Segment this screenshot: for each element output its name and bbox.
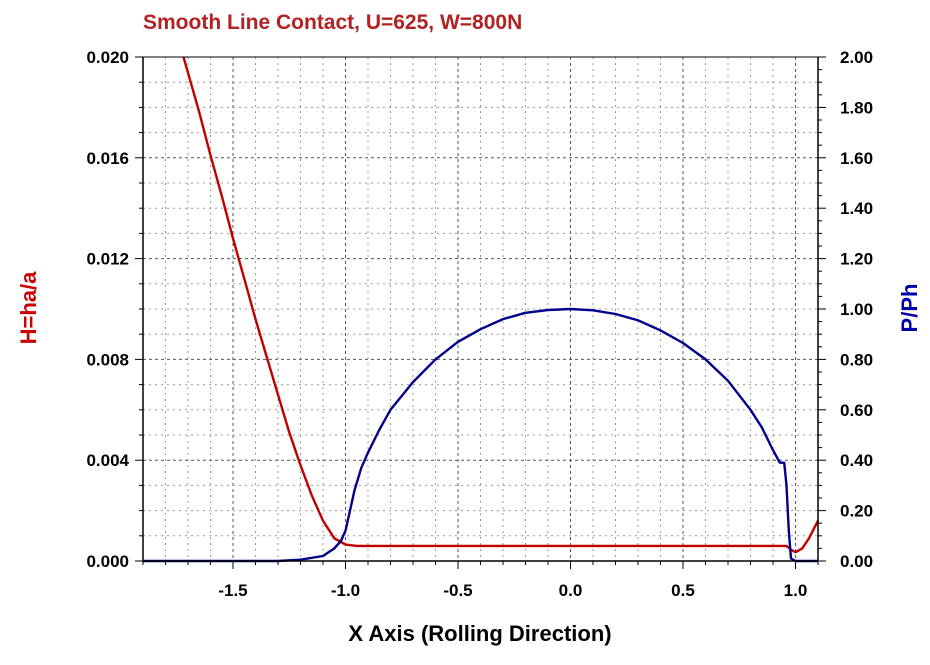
film-thickness-line xyxy=(182,56,820,554)
right-tick-label: 1.60 xyxy=(840,149,873,168)
left-tick-label: 0.020 xyxy=(86,48,129,67)
x-tick-label: 1.0 xyxy=(784,581,808,600)
right-tick-label: 0.60 xyxy=(840,401,873,420)
pressure-line xyxy=(143,307,818,563)
x-tick-label: 0.0 xyxy=(559,581,583,600)
left-tick-label: 0.000 xyxy=(86,552,129,571)
right-tick-label: 1.00 xyxy=(840,300,873,319)
chart-title: Smooth Line Contact, U=625, W=800N xyxy=(143,11,522,34)
left-tick-label: 0.008 xyxy=(86,350,129,369)
right-tick-label: 0.20 xyxy=(840,502,873,521)
right-tick-label: 0.40 xyxy=(840,451,873,470)
x-axis-title: X Axis (Rolling Direction) xyxy=(348,621,611,646)
right-tick-label: 1.20 xyxy=(840,250,873,269)
left-tick-label: 0.012 xyxy=(86,250,129,269)
tick-labels: -1.5 -1.0 -0.5 0.0 0.5 1.0 0.000 0.004 0.008 0.01… xyxy=(86,48,873,600)
right-axis-title: P/Ph xyxy=(897,284,922,333)
right-tick-label: 2.00 xyxy=(840,48,873,67)
x-tick-label: -1.0 xyxy=(331,581,360,600)
right-tick-label: 0.80 xyxy=(840,350,873,369)
left-axis-title: H=ha/a xyxy=(16,271,41,345)
left-tick-label: 0.004 xyxy=(86,451,129,470)
series-layer xyxy=(143,56,820,563)
grid xyxy=(142,56,819,562)
right-tick-label: 1.40 xyxy=(840,199,873,218)
x-tick-label: -0.5 xyxy=(443,581,472,600)
x-tick-label: 0.5 xyxy=(671,581,695,600)
right-tick-label: 0.00 xyxy=(840,552,873,571)
x-tick-label: -1.5 xyxy=(218,581,247,600)
right-tick-label: 1.80 xyxy=(840,98,873,117)
left-tick-label: 0.016 xyxy=(86,149,129,168)
axes xyxy=(135,56,826,569)
